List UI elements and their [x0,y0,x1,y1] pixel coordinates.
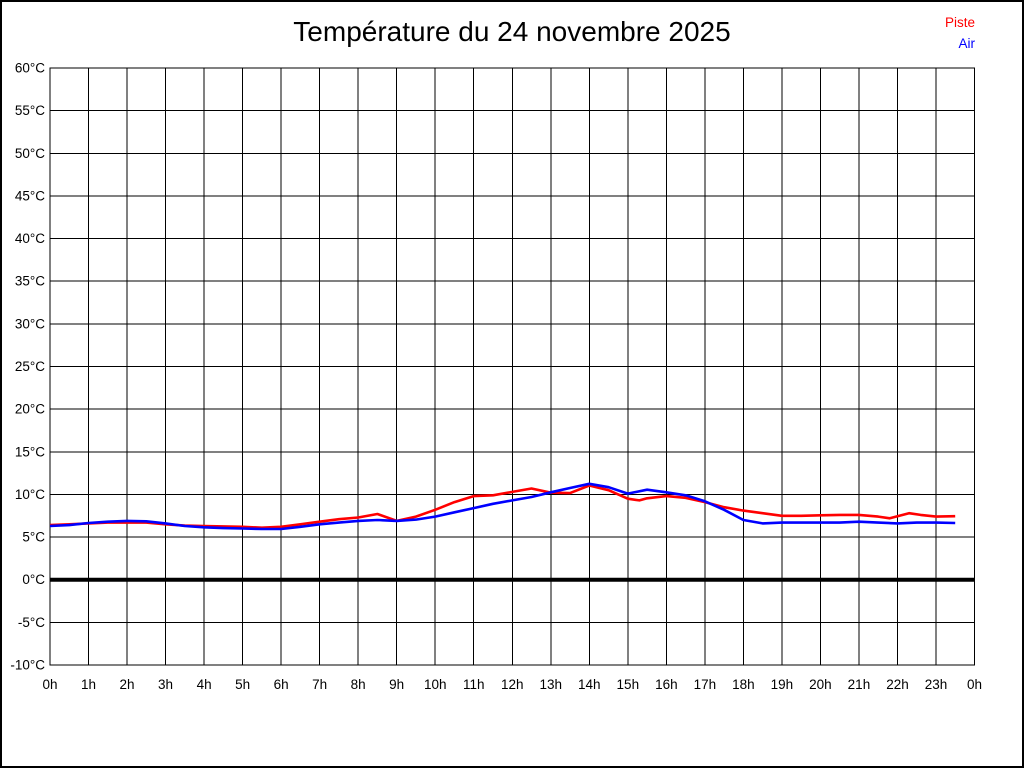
x-tick-label: 11h [463,677,485,692]
legend-item-air: Air [958,36,976,51]
series-line-air [49,482,956,531]
y-tick-label: 50°C [15,146,45,161]
chart-title: Température du 24 novembre 2025 [293,16,731,47]
y-tick-label: 55°C [15,103,45,118]
x-tick-label: 0h [967,677,982,692]
y-tick-label: -10°C [10,658,45,673]
y-tick-label: 60°C [15,61,45,76]
x-tick-label: 23h [925,677,948,692]
x-tick-label: 17h [694,677,717,692]
x-tick-label: 1h [81,677,96,692]
x-tick-label: 5h [235,677,250,692]
x-tick-label: 6h [274,677,289,692]
plot-frame [49,67,976,666]
x-tick-label: 9h [389,677,404,692]
y-tick-label: 45°C [15,188,45,203]
y-tick-label: 20°C [15,402,45,417]
y-tick-label: 35°C [15,274,45,289]
x-tick-label: 21h [848,677,871,692]
x-tick-label: 3h [158,677,173,692]
y-tick-label: 15°C [15,444,45,459]
x-tick-label: 19h [771,677,794,692]
y-tick-label: 30°C [15,316,45,331]
y-tick-label: 25°C [15,359,45,374]
x-tick-label: 20h [809,677,832,692]
y-tick-label: 0°C [22,572,45,587]
x-tick-label: 22h [886,677,909,692]
x-tick-label: 10h [424,677,447,692]
x-tick-label: 8h [351,677,366,692]
x-tick-label: 0h [42,677,57,692]
x-tick-label: 16h [655,677,678,692]
x-tick-label: 13h [540,677,563,692]
y-tick-label: 5°C [22,530,45,545]
x-tick-label: 7h [312,677,327,692]
x-tick-label: 2h [120,677,135,692]
series-line-piste [49,484,956,530]
y-tick-label: 10°C [15,487,45,502]
y-tick-label: -5°C [18,615,45,630]
x-tick-label: 12h [501,677,524,692]
legend-item-piste: Piste [944,15,975,30]
x-tick-label: 15h [617,677,640,692]
x-tick-label: 4h [197,677,212,692]
x-tick-label: 14h [578,677,601,692]
y-tick-label: 40°C [15,231,45,246]
x-tick-label: 18h [732,677,755,692]
legend: Piste Air [945,12,975,54]
